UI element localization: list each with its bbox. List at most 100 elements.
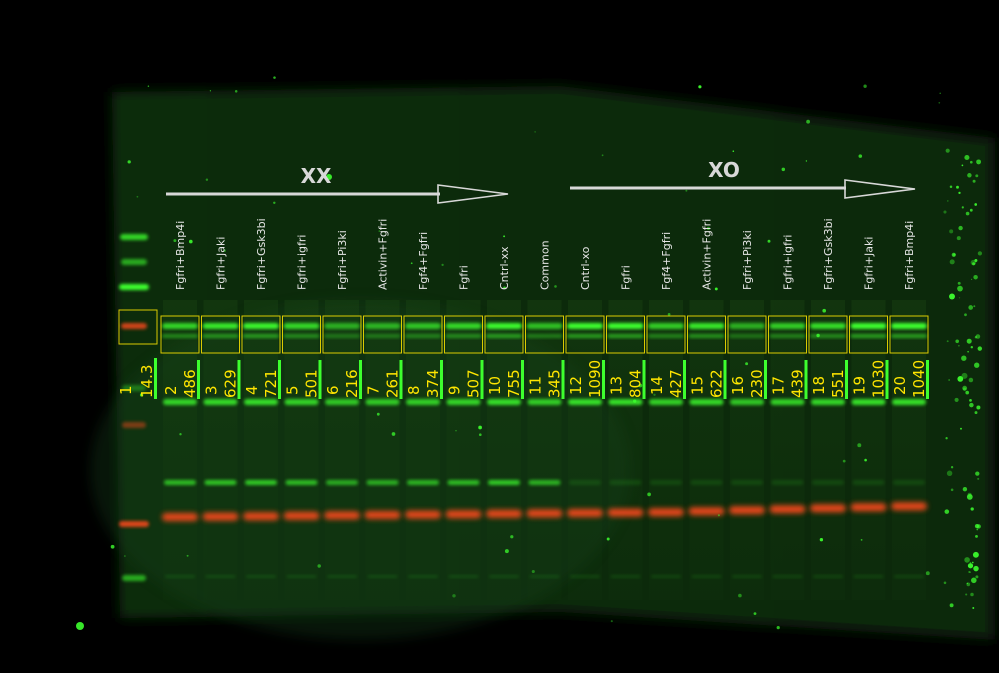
lane-value-bar — [926, 360, 929, 399]
speckle — [962, 385, 968, 391]
mid-band — [284, 399, 319, 405]
ladder-band — [119, 521, 149, 527]
top-band — [688, 323, 725, 338]
speckle — [455, 430, 457, 432]
lane-value-bar — [399, 360, 403, 399]
lane-label: Fgfri+Jaki — [863, 237, 876, 290]
speckle — [503, 286, 506, 290]
speckle — [531, 569, 535, 574]
lane-label: Fgfri+Pi3ki — [741, 230, 754, 290]
lane-value-group: 427 — [667, 369, 685, 398]
quant-box — [484, 315, 524, 354]
speckle — [717, 514, 720, 517]
lane-strip — [365, 300, 400, 600]
quant-box — [322, 315, 362, 354]
lane-value: 629 — [222, 369, 240, 398]
speckle — [816, 333, 820, 338]
lower-green-band — [285, 480, 318, 485]
speckle — [638, 383, 643, 388]
speckle — [964, 557, 970, 563]
quant-box — [849, 315, 888, 354]
lane-label-group: Fgf4+Fgfri — [417, 232, 430, 290]
lane-number-group: 10 — [486, 376, 504, 395]
mid-band — [811, 399, 845, 405]
lane-value-group: 551 — [829, 369, 847, 398]
lane-value: 261 — [384, 369, 402, 398]
lane-value-bar — [683, 360, 686, 399]
speckle — [951, 252, 956, 257]
faint-band — [205, 575, 236, 578]
lane-value-group: 1030 — [870, 360, 888, 398]
lane-label: Cntrl-xo — [579, 246, 592, 290]
lane-value-group: 1090 — [586, 360, 604, 398]
lane-strip — [244, 300, 278, 600]
speckle — [189, 239, 193, 244]
top-band — [162, 323, 198, 338]
marker-lane-value-bar — [154, 358, 157, 399]
speckle — [234, 90, 238, 93]
lane-number: 2 — [162, 385, 180, 395]
red-band — [567, 509, 603, 517]
top-band — [526, 323, 563, 338]
red-band — [729, 506, 765, 515]
ladder-band — [122, 575, 146, 581]
speckle — [273, 201, 276, 205]
lane-number: 18 — [810, 376, 828, 395]
speckle — [273, 76, 276, 79]
faint-band — [489, 575, 519, 578]
speckle — [974, 362, 980, 368]
speckle — [478, 425, 482, 430]
top-band — [607, 323, 644, 338]
lane-value: 804 — [627, 369, 645, 398]
lower-green-band — [812, 480, 844, 485]
speckle — [949, 603, 954, 608]
speckle — [452, 594, 456, 598]
speckle — [948, 379, 950, 381]
speckle — [510, 535, 514, 539]
speckle — [653, 393, 656, 397]
lane-value-group: 486 — [181, 369, 199, 398]
lane-value-group: 216 — [343, 369, 361, 398]
mid-band — [689, 399, 724, 405]
speckle — [973, 565, 979, 572]
lane-number-group: 11 — [527, 376, 545, 395]
lane-value-group: 439 — [789, 369, 807, 398]
speckle — [974, 203, 978, 206]
quant-box — [201, 315, 240, 354]
top-band — [486, 323, 522, 338]
speckle — [503, 235, 506, 238]
lane-label: Fgfri+igfri — [782, 235, 795, 290]
lower-green-band — [731, 480, 763, 485]
lane-label-group: Fgf4+Fgfri — [660, 232, 673, 290]
quant-box — [687, 315, 726, 354]
speckle — [973, 274, 978, 280]
lane-strip — [163, 300, 197, 600]
top-band — [405, 323, 441, 338]
fluorescent-speckles — [76, 76, 983, 630]
lane-label-group: Fgfri+Pi3ki — [336, 230, 349, 290]
speckle — [943, 210, 947, 214]
mid-band — [770, 399, 805, 405]
lower-green-band — [245, 480, 277, 485]
lane-value-group: 804 — [627, 369, 645, 398]
lane-label-group: Fgfri+Gsk3bi — [822, 218, 835, 290]
top-band — [324, 323, 360, 338]
speckle — [842, 459, 846, 463]
speckle — [949, 185, 953, 188]
speckle — [966, 582, 968, 585]
red-band — [486, 509, 522, 518]
lane-label-group: Activin+Fgfri — [701, 219, 714, 290]
speckle — [209, 90, 211, 92]
lower-green-band — [893, 480, 925, 485]
lane-label: Fgf4+Fgfri — [660, 232, 673, 290]
speckle — [745, 362, 749, 366]
lane-value: 1030 — [870, 360, 888, 398]
quant-box — [646, 315, 686, 354]
lane-value: 216 — [343, 369, 361, 398]
lane-strip — [892, 300, 926, 600]
speckle — [977, 251, 983, 256]
speckle — [967, 350, 969, 353]
speckle — [110, 544, 115, 549]
mid-band — [568, 399, 602, 405]
faint-band — [246, 575, 276, 578]
